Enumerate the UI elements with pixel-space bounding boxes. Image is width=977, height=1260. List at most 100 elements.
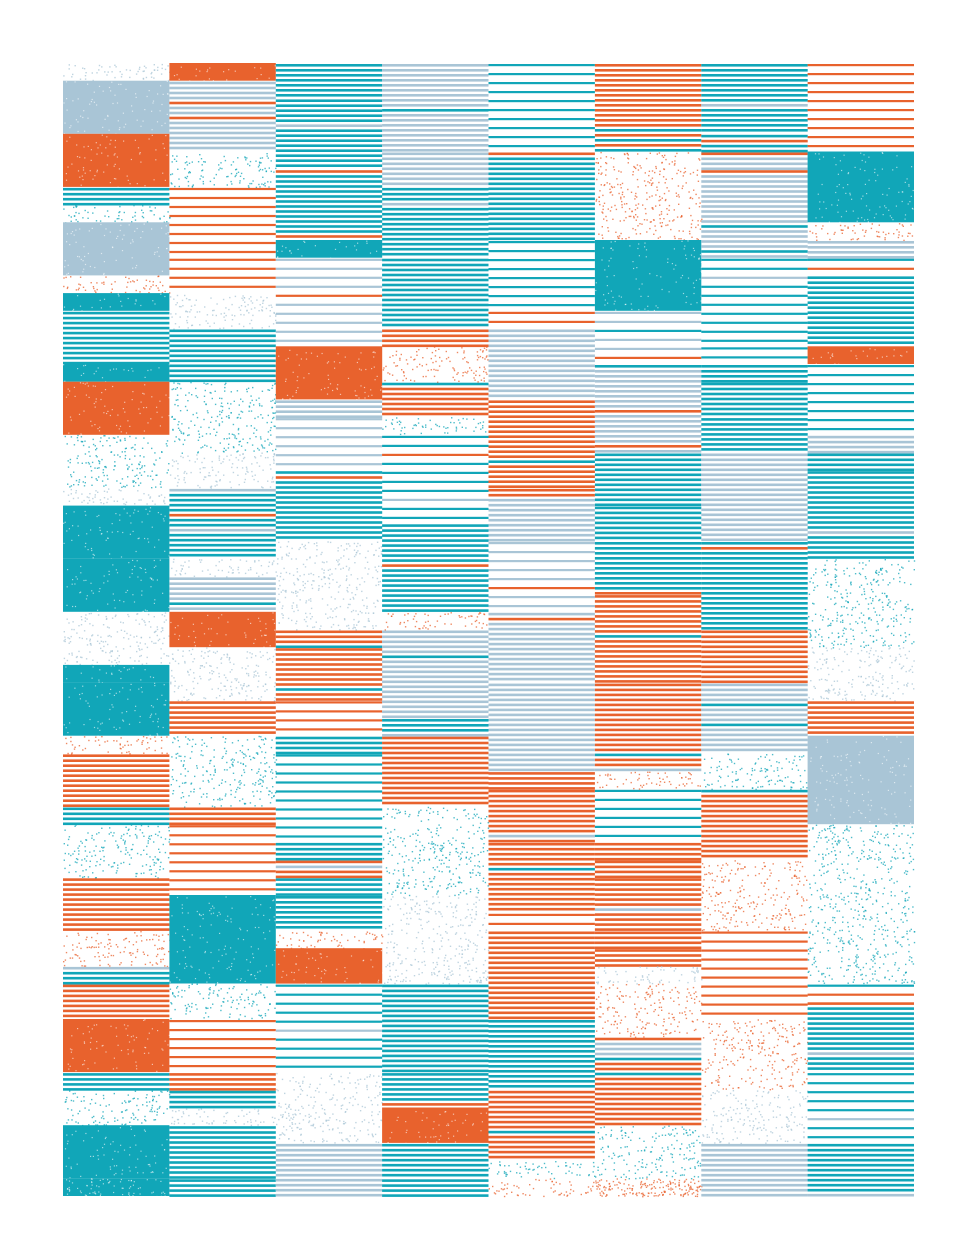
pattern-block — [807, 151, 914, 223]
pattern-block — [488, 772, 595, 790]
pattern-block — [382, 64, 489, 152]
pattern-block — [64, 1090, 171, 1127]
pattern-block — [807, 258, 914, 270]
pattern-block — [63, 754, 170, 807]
pattern-block — [701, 64, 808, 132]
pattern-block — [384, 612, 488, 631]
pattern-block — [594, 64, 702, 152]
pattern-block — [488, 152, 595, 241]
pattern-block — [701, 453, 808, 542]
pattern-block — [275, 258, 383, 342]
pattern-block — [594, 311, 702, 359]
pattern-block — [809, 223, 914, 242]
pattern-block — [275, 931, 384, 950]
pattern-block — [169, 63, 277, 82]
pattern-block — [382, 382, 489, 416]
pattern-block — [594, 878, 702, 931]
pattern-block — [169, 81, 276, 150]
pattern-block — [169, 807, 276, 826]
pattern-block — [382, 258, 489, 327]
pattern-block — [171, 558, 277, 578]
pattern-block — [169, 1179, 276, 1197]
pattern-block — [701, 152, 808, 171]
pattern-block — [594, 240, 703, 312]
pattern-block — [488, 683, 595, 772]
pattern-block — [488, 400, 595, 488]
pattern-block — [701, 347, 808, 359]
pattern-block — [594, 842, 702, 861]
pattern-block — [383, 895, 490, 985]
pattern-block — [595, 151, 703, 241]
pattern-block — [170, 647, 277, 702]
pattern-block — [275, 648, 383, 701]
pattern-block — [382, 984, 489, 1073]
pattern-block — [382, 1107, 489, 1144]
pattern-block — [382, 524, 489, 612]
pattern-block — [701, 134, 808, 153]
pattern-block — [807, 276, 914, 344]
pattern-block — [701, 382, 808, 416]
pattern-block — [488, 789, 595, 843]
pattern-block — [701, 170, 808, 258]
pattern-block — [807, 64, 914, 148]
pattern-block — [382, 435, 489, 519]
pattern-block — [382, 1143, 489, 1177]
pattern-block — [701, 860, 808, 932]
pattern-block — [701, 1019, 809, 1091]
pattern-block — [63, 488, 166, 507]
pattern-block — [488, 612, 595, 681]
pattern-block — [594, 789, 702, 837]
pattern-block — [488, 931, 595, 1020]
pattern-block — [275, 754, 383, 838]
pattern-block — [275, 346, 383, 401]
pattern-block — [169, 701, 276, 734]
pattern-block — [488, 311, 595, 323]
pattern-block — [701, 418, 808, 451]
pattern-block — [808, 824, 915, 914]
pattern-block — [63, 275, 171, 294]
pattern-block — [63, 1125, 171, 1179]
pattern-block — [169, 488, 276, 557]
pattern-block — [275, 240, 383, 259]
pattern-block — [275, 842, 383, 861]
pattern-block — [807, 435, 914, 454]
pattern-block — [275, 99, 383, 167]
pattern-block — [275, 64, 383, 97]
pattern-block — [807, 1002, 914, 1070]
pattern-block — [807, 984, 914, 996]
pattern-block — [594, 860, 702, 879]
pattern-block — [701, 542, 808, 630]
pattern-block — [63, 824, 171, 879]
pattern-block — [63, 311, 170, 365]
pattern-block — [701, 630, 808, 684]
pattern-block — [488, 64, 595, 148]
pattern-block — [807, 701, 914, 734]
pattern-block — [807, 912, 916, 985]
pattern-block — [169, 1020, 276, 1068]
pattern-block — [594, 595, 702, 683]
pattern-block — [807, 647, 915, 702]
pattern-block — [595, 1125, 702, 1180]
pattern-block — [382, 187, 489, 256]
pattern-block — [594, 453, 702, 507]
pattern-block — [382, 152, 489, 186]
pattern-block — [382, 1073, 489, 1106]
pattern-block — [169, 187, 276, 254]
pattern-block — [169, 983, 278, 1020]
pattern-block — [170, 735, 278, 808]
pattern-block — [169, 895, 276, 984]
pattern-block — [807, 365, 914, 431]
pattern-block — [382, 630, 489, 719]
pattern-block — [701, 1090, 809, 1145]
pattern-block — [63, 966, 170, 985]
pattern-block — [701, 683, 808, 752]
pattern-block — [488, 329, 595, 398]
pattern-block — [382, 346, 489, 383]
pattern-block — [63, 293, 170, 312]
pattern-block — [64, 434, 170, 489]
pattern-block — [63, 807, 170, 826]
pattern-block — [382, 736, 489, 805]
pattern-block — [808, 559, 916, 649]
pattern-block — [596, 966, 703, 985]
pattern-block — [275, 471, 383, 539]
